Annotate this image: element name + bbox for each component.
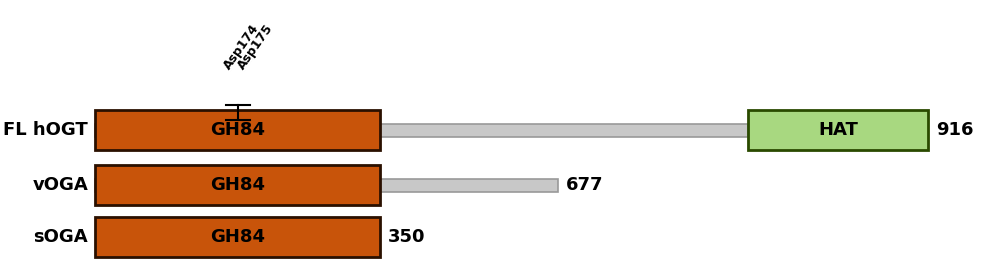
Bar (95, 123, 748, 137)
Text: vOGA: vOGA (32, 176, 88, 194)
Text: 350: 350 (388, 228, 425, 246)
Bar (748, 110, 928, 150)
Bar (95, 165, 380, 205)
Text: HAT: HAT (818, 121, 858, 139)
Text: FL hOGT: FL hOGT (3, 121, 88, 139)
Text: sOGA: sOGA (33, 228, 88, 246)
Text: GH84: GH84 (210, 228, 265, 246)
Bar (95, 178, 558, 191)
Text: GH84: GH84 (210, 176, 265, 194)
Text: GH84: GH84 (210, 121, 265, 139)
Bar (95, 217, 380, 257)
Text: 677: 677 (566, 176, 604, 194)
Text: Asp175: Asp175 (236, 22, 275, 72)
Text: Asp174: Asp174 (222, 22, 261, 72)
Bar (95, 110, 380, 150)
Text: 916: 916 (936, 121, 973, 139)
